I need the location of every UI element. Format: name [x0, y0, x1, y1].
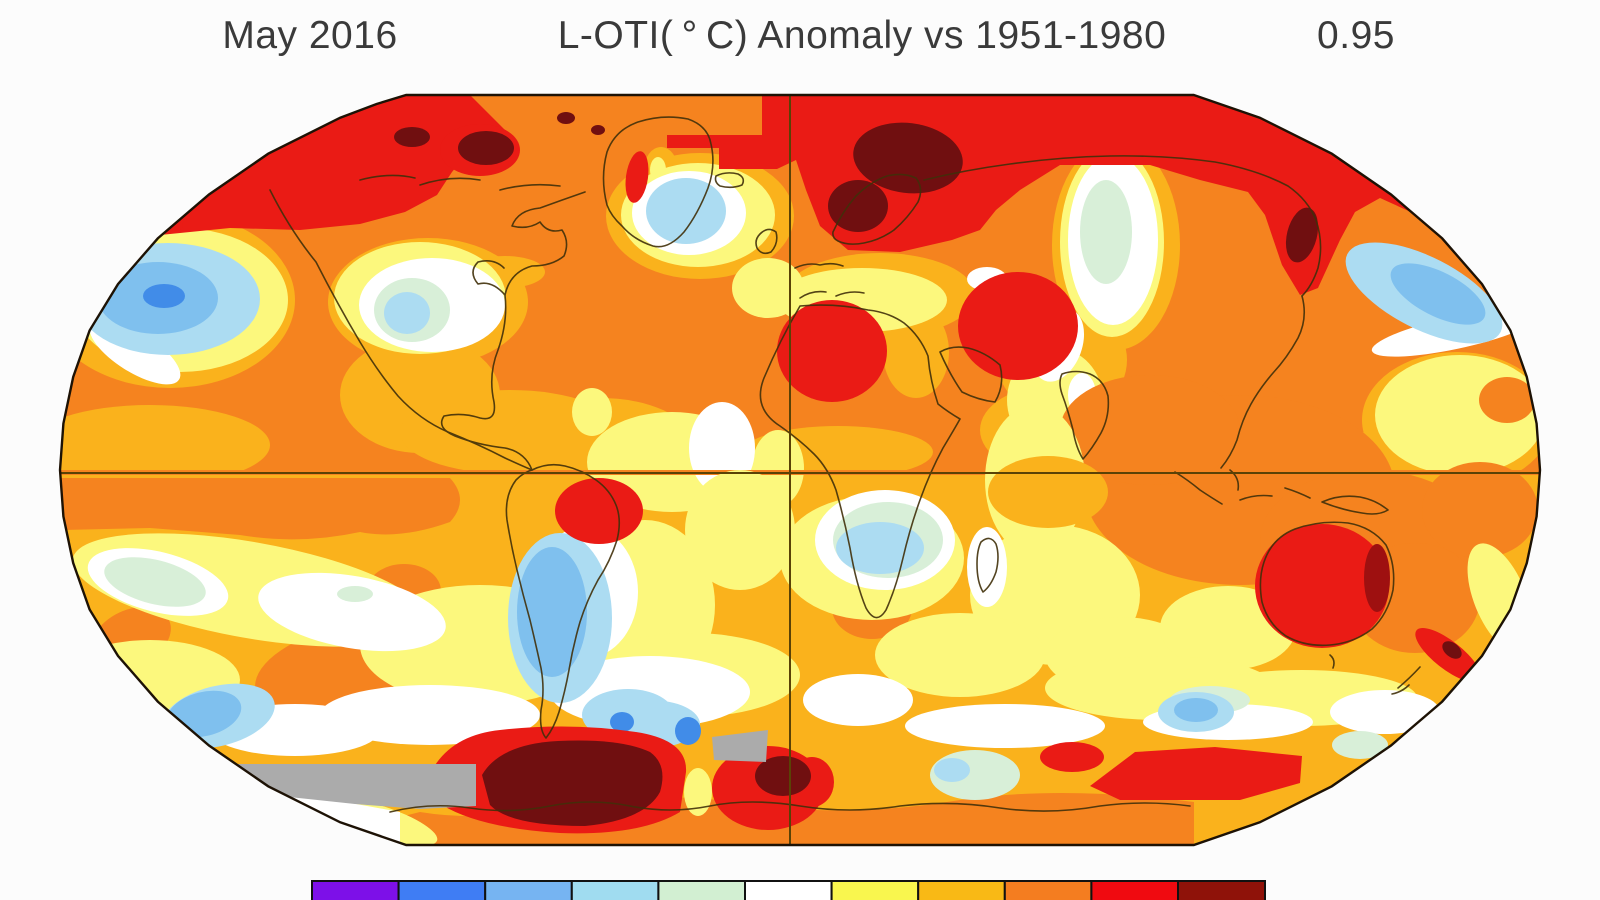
svg-text:May 2016: May 2016 — [222, 14, 397, 57]
svg-text:0.95: 0.95 — [1317, 14, 1395, 57]
svg-text:L-OTI( ° C) Anomaly vs 1951-19: L-OTI( ° C) Anomaly vs 1951-1980 — [558, 14, 1167, 57]
